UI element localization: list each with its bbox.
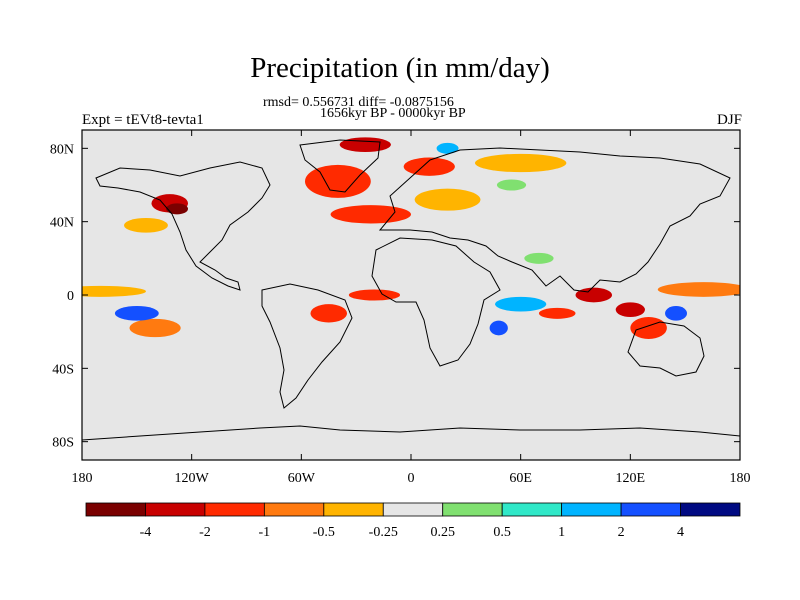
x-tick-label-5: 120E — [616, 471, 646, 486]
anomaly-region-1 — [166, 203, 189, 215]
anomaly-region-20 — [489, 320, 508, 336]
colorbar-swatch-1 — [145, 502, 206, 517]
anomaly-region-22 — [436, 142, 459, 154]
colorbar-swatch-7 — [501, 502, 563, 517]
x-tick-label-6: 180 — [730, 471, 751, 486]
coast-greenland — [299, 139, 381, 193]
colorbar-label-1: -2 — [199, 525, 211, 540]
anomaly-region-18 — [114, 306, 159, 321]
colorbar-swatch-5 — [382, 502, 444, 517]
colorbar-swatch-10 — [680, 502, 741, 517]
rmsd-diff-stats: rmsd= 0.556731 diff= -0.0875156 — [263, 95, 454, 110]
coast-australia — [627, 321, 705, 377]
precip-field — [82, 137, 740, 339]
chart-title: Precipitation (in mm/day) — [250, 52, 550, 84]
colorbar-label-5: 0.25 — [430, 525, 455, 540]
experiment-label: Expt = tEVt8-tevta1 — [82, 112, 204, 128]
colorbar-swatch-6 — [442, 502, 503, 517]
x-tick-label-2: 60W — [288, 471, 316, 486]
anomaly-region-8 — [124, 218, 168, 233]
anomaly-region-7 — [474, 153, 567, 173]
anomaly-region-3 — [339, 137, 391, 153]
colorbar-label-9: 4 — [677, 525, 684, 540]
y-tick-label-1: 40N — [50, 216, 74, 231]
coast-eurasia — [378, 147, 731, 293]
anomaly-region-11 — [348, 289, 401, 301]
anomaly-region-14 — [630, 317, 667, 339]
coast-africa — [371, 237, 501, 367]
anomaly-region-24 — [524, 252, 554, 264]
colorbar-label-3: -0.5 — [313, 525, 335, 540]
colorbar-label-8: 2 — [618, 525, 625, 540]
time-period-subtitle: 1656kyr BP - 0000kyr BP — [320, 106, 466, 121]
season-label: DJF — [716, 112, 742, 128]
colorbar: -4 -2 -1 -0.5 -0.25 0.25 0.5 1 2 4 — [85, 502, 741, 540]
colorbar-label-6: 0.5 — [493, 525, 511, 540]
x-tick-label-0: 180 — [72, 471, 93, 486]
anomaly-region-15 — [538, 307, 576, 319]
anomaly-region-23 — [496, 179, 527, 191]
x-tick-label-1: 120W — [175, 471, 210, 486]
map-axes: 180 120W 60W 0 60E 120E 180 80N 40N 0 40S 80S — [50, 130, 751, 486]
anomaly-region-21 — [665, 306, 687, 321]
y-tick-label-3: 40S — [52, 362, 74, 377]
colorbar-label-4: -0.25 — [369, 525, 398, 540]
colorbar-swatch-0 — [85, 502, 146, 517]
colorbar-swatch-9 — [620, 502, 681, 517]
anomaly-region-16 — [129, 318, 181, 338]
anomaly-region-12 — [575, 287, 613, 303]
x-tick-label-4: 60E — [509, 471, 532, 486]
anomaly-region-9 — [82, 285, 146, 297]
x-tick-label-3: 0 — [408, 471, 415, 486]
anomaly-region-6 — [414, 188, 481, 211]
anomaly-region-10 — [657, 282, 740, 297]
anomaly-region-19 — [495, 296, 547, 312]
colorbar-label-7: 1 — [558, 525, 565, 540]
colorbar-swatch-8 — [561, 502, 622, 517]
anomaly-region-5 — [330, 205, 411, 224]
coast-antarctica — [82, 425, 740, 441]
y-tick-label-2: 0 — [67, 289, 74, 304]
colorbar-swatch-2 — [204, 502, 265, 517]
colorbar-label-0: -4 — [140, 525, 152, 540]
y-tick-label-0: 80N — [50, 142, 74, 157]
colorbar-label-2: -1 — [259, 525, 271, 540]
anomaly-region-17 — [310, 304, 348, 323]
colorbar-swatch-3 — [263, 502, 325, 517]
anomaly-region-2 — [304, 164, 371, 198]
y-tick-label-4: 80S — [52, 436, 74, 451]
anomaly-region-13 — [615, 302, 645, 317]
coast-north-america — [95, 161, 271, 291]
anomaly-region-4 — [403, 157, 455, 176]
colorbar-swatch-4 — [323, 502, 384, 517]
coastlines — [82, 139, 740, 441]
coast-south-america — [261, 283, 353, 409]
map-background — [82, 130, 740, 460]
